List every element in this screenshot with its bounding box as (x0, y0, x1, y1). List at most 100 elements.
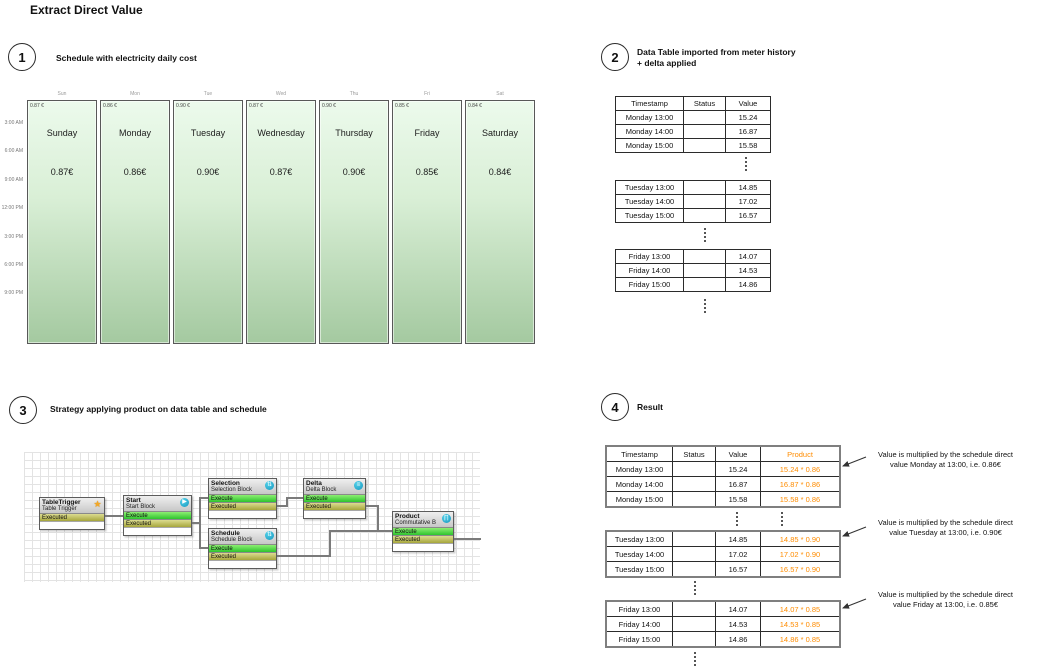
day-column-header: Sun (57, 91, 67, 97)
table-row: Friday 15:00 14.86 14.86 * 0.85 (607, 631, 839, 646)
day-price: 0.86€ (123, 167, 147, 177)
status-cell (684, 139, 726, 152)
table-row: Monday 15:00 15.58 15.58 * 0.86 (607, 491, 839, 506)
meter-table-friday: Friday 13:00 14.07 Friday 14:00 14.53 Fr… (615, 249, 771, 292)
timestamp-cell: Tuesday 14:00 (607, 547, 673, 561)
table-row: Friday 13:00 14.07 14.07 * 0.85 (607, 602, 839, 616)
annotation-monday: Value is multiplied by the schedule dire… (848, 450, 1043, 469)
product-cell: 15.24 * 0.86 (779, 464, 821, 474)
section-number-text: 1 (18, 49, 26, 65)
ellipsis-indicator (781, 512, 783, 526)
port-executed: Executed (209, 502, 276, 510)
block-title: Selection (211, 480, 240, 487)
timestamp-cell: Tuesday 14:00 (616, 195, 684, 208)
page-title: Extract Direct Value (30, 3, 143, 17)
status-cell (673, 547, 716, 561)
schedule-day-column: 0.87 € Sunday 0.87€ (27, 100, 97, 344)
annotation-friday: Value is multiplied by the schedule dire… (848, 590, 1043, 609)
value-cell: 16.87 (716, 477, 761, 491)
timestamp-cell: Monday 13:00 (607, 462, 673, 476)
block-schedule: Schedule Schedule Block ⇅ Execute Execut… (208, 528, 277, 569)
block-header: Schedule Schedule Block ⇅ (209, 529, 276, 544)
column-header-product: Product (787, 449, 813, 459)
day-cost-corner-label: 0.84 € (468, 103, 482, 109)
product-cell: 14.53 * 0.85 (779, 619, 821, 629)
product-cell: 14.07 * 0.85 (779, 604, 821, 614)
ellipsis-indicator (704, 299, 706, 313)
timestamp-cell: Friday 15:00 (607, 632, 673, 646)
section-4-heading: Result (637, 402, 663, 412)
value-cell: 17.02 (716, 547, 761, 561)
section-2-number: 2 (601, 43, 629, 71)
column-header: Value (738, 99, 758, 108)
time-axis-label: 6:00 PM (4, 262, 23, 268)
value-cell: 14.85 (716, 532, 761, 546)
time-axis-label: 9:00 PM (4, 290, 23, 296)
table-row: Monday 13:00 15.24 (616, 110, 770, 124)
section-1-number: 1 (8, 43, 36, 71)
block-header: Product Commutative B ∏ (393, 512, 453, 527)
result-table-tuesday: Tuesday 13:00 14.85 14.85 * 0.90 Tuesday… (605, 530, 841, 578)
port-executed: Executed (209, 552, 276, 560)
table-row: Monday 14:00 16.87 16.87 * 0.86 (607, 476, 839, 491)
table-row: Monday 15:00 15.58 (616, 138, 770, 152)
sort-arrows-icon: ⇅ (265, 531, 274, 540)
section-3-number: 3 (9, 396, 37, 424)
timestamp-cell: Monday 13:00 (616, 111, 684, 124)
value-cell: 15.24 (716, 462, 761, 476)
table-row: Tuesday 15:00 16.57 16.57 * 0.90 (607, 561, 839, 576)
day-name: Tuesday (190, 128, 226, 138)
sort-arrows-icon: ⇅ (265, 481, 274, 490)
timestamp-cell: Friday 15:00 (616, 278, 684, 291)
table-row: Friday 13:00 14.07 (616, 250, 770, 263)
port-execute: Execute (209, 544, 276, 552)
block-title: Product (395, 513, 420, 520)
table-row: Monday 14:00 16.87 (616, 124, 770, 138)
section-3-heading: Strategy applying product on data table … (50, 404, 267, 414)
timestamp-cell: Tuesday 13:00 (616, 181, 684, 194)
day-price: 0.87€ (50, 167, 74, 177)
block-subtitle: Selection Block (211, 487, 253, 493)
day-cost-corner-label: 0.87 € (30, 103, 44, 109)
timestamp-cell: Monday 15:00 (616, 139, 684, 152)
time-axis-label: 6:00 AM (4, 148, 23, 154)
value-cell: 14.07 (716, 602, 761, 616)
block-tabletrigger: TableTrigger Table Trigger ★ Executed (39, 497, 105, 530)
block-body (124, 527, 191, 535)
result-table-friday: Friday 13:00 14.07 14.07 * 0.85 Friday 1… (605, 600, 841, 648)
product-cell: 14.85 * 0.90 (779, 534, 821, 544)
day-cost-corner-label: 0.90 € (176, 103, 190, 109)
meter-table-tuesday: Tuesday 13:00 14.85 Tuesday 14:00 17.02 … (615, 180, 771, 223)
section-2-heading-line1: Data Table imported from meter history (637, 47, 796, 57)
block-header: TableTrigger Table Trigger ★ (40, 498, 104, 513)
day-price: 0.90€ (342, 167, 366, 177)
result-table-monday: Timestamp Status Value Product Monday 13… (605, 445, 841, 508)
time-axis-label: 3:00 PM (4, 234, 23, 240)
status-cell (673, 462, 716, 476)
block-title: Start (126, 497, 141, 504)
day-price: 0.90€ (196, 167, 220, 177)
section-2-heading: Data Table imported from meter history +… (637, 47, 796, 68)
time-axis-label: 3:00 AM (4, 120, 23, 126)
table-row: Tuesday 13:00 14.85 (616, 181, 770, 194)
timestamp-cell: Monday 15:00 (607, 492, 673, 506)
time-axis-label: 9:00 AM (4, 177, 23, 183)
table-row: Tuesday 14:00 17.02 (616, 194, 770, 208)
block-body (393, 543, 453, 551)
day-name: Thursday (335, 128, 373, 138)
port-execute: Execute (209, 494, 276, 502)
block-title: Delta (306, 480, 322, 487)
day-column-header: Sat (496, 91, 504, 97)
timestamp-cell: Friday 13:00 (607, 602, 673, 616)
value-cell: 14.53 (738, 266, 758, 275)
annotation-line: Value is multiplied by the schedule dire… (878, 590, 1013, 599)
timestamp-cell: Monday 14:00 (616, 125, 684, 138)
value-cell: 15.58 (716, 492, 761, 506)
block-body (40, 521, 104, 529)
port-execute: Execute (393, 527, 453, 535)
table-row: Tuesday 13:00 14.85 14.85 * 0.90 (607, 532, 839, 546)
schedule-day-column: 0.86 € Monday 0.86€ (100, 100, 170, 344)
time-axis-label: 12:00 PM (1, 205, 23, 211)
value-cell: 14.53 (716, 617, 761, 631)
